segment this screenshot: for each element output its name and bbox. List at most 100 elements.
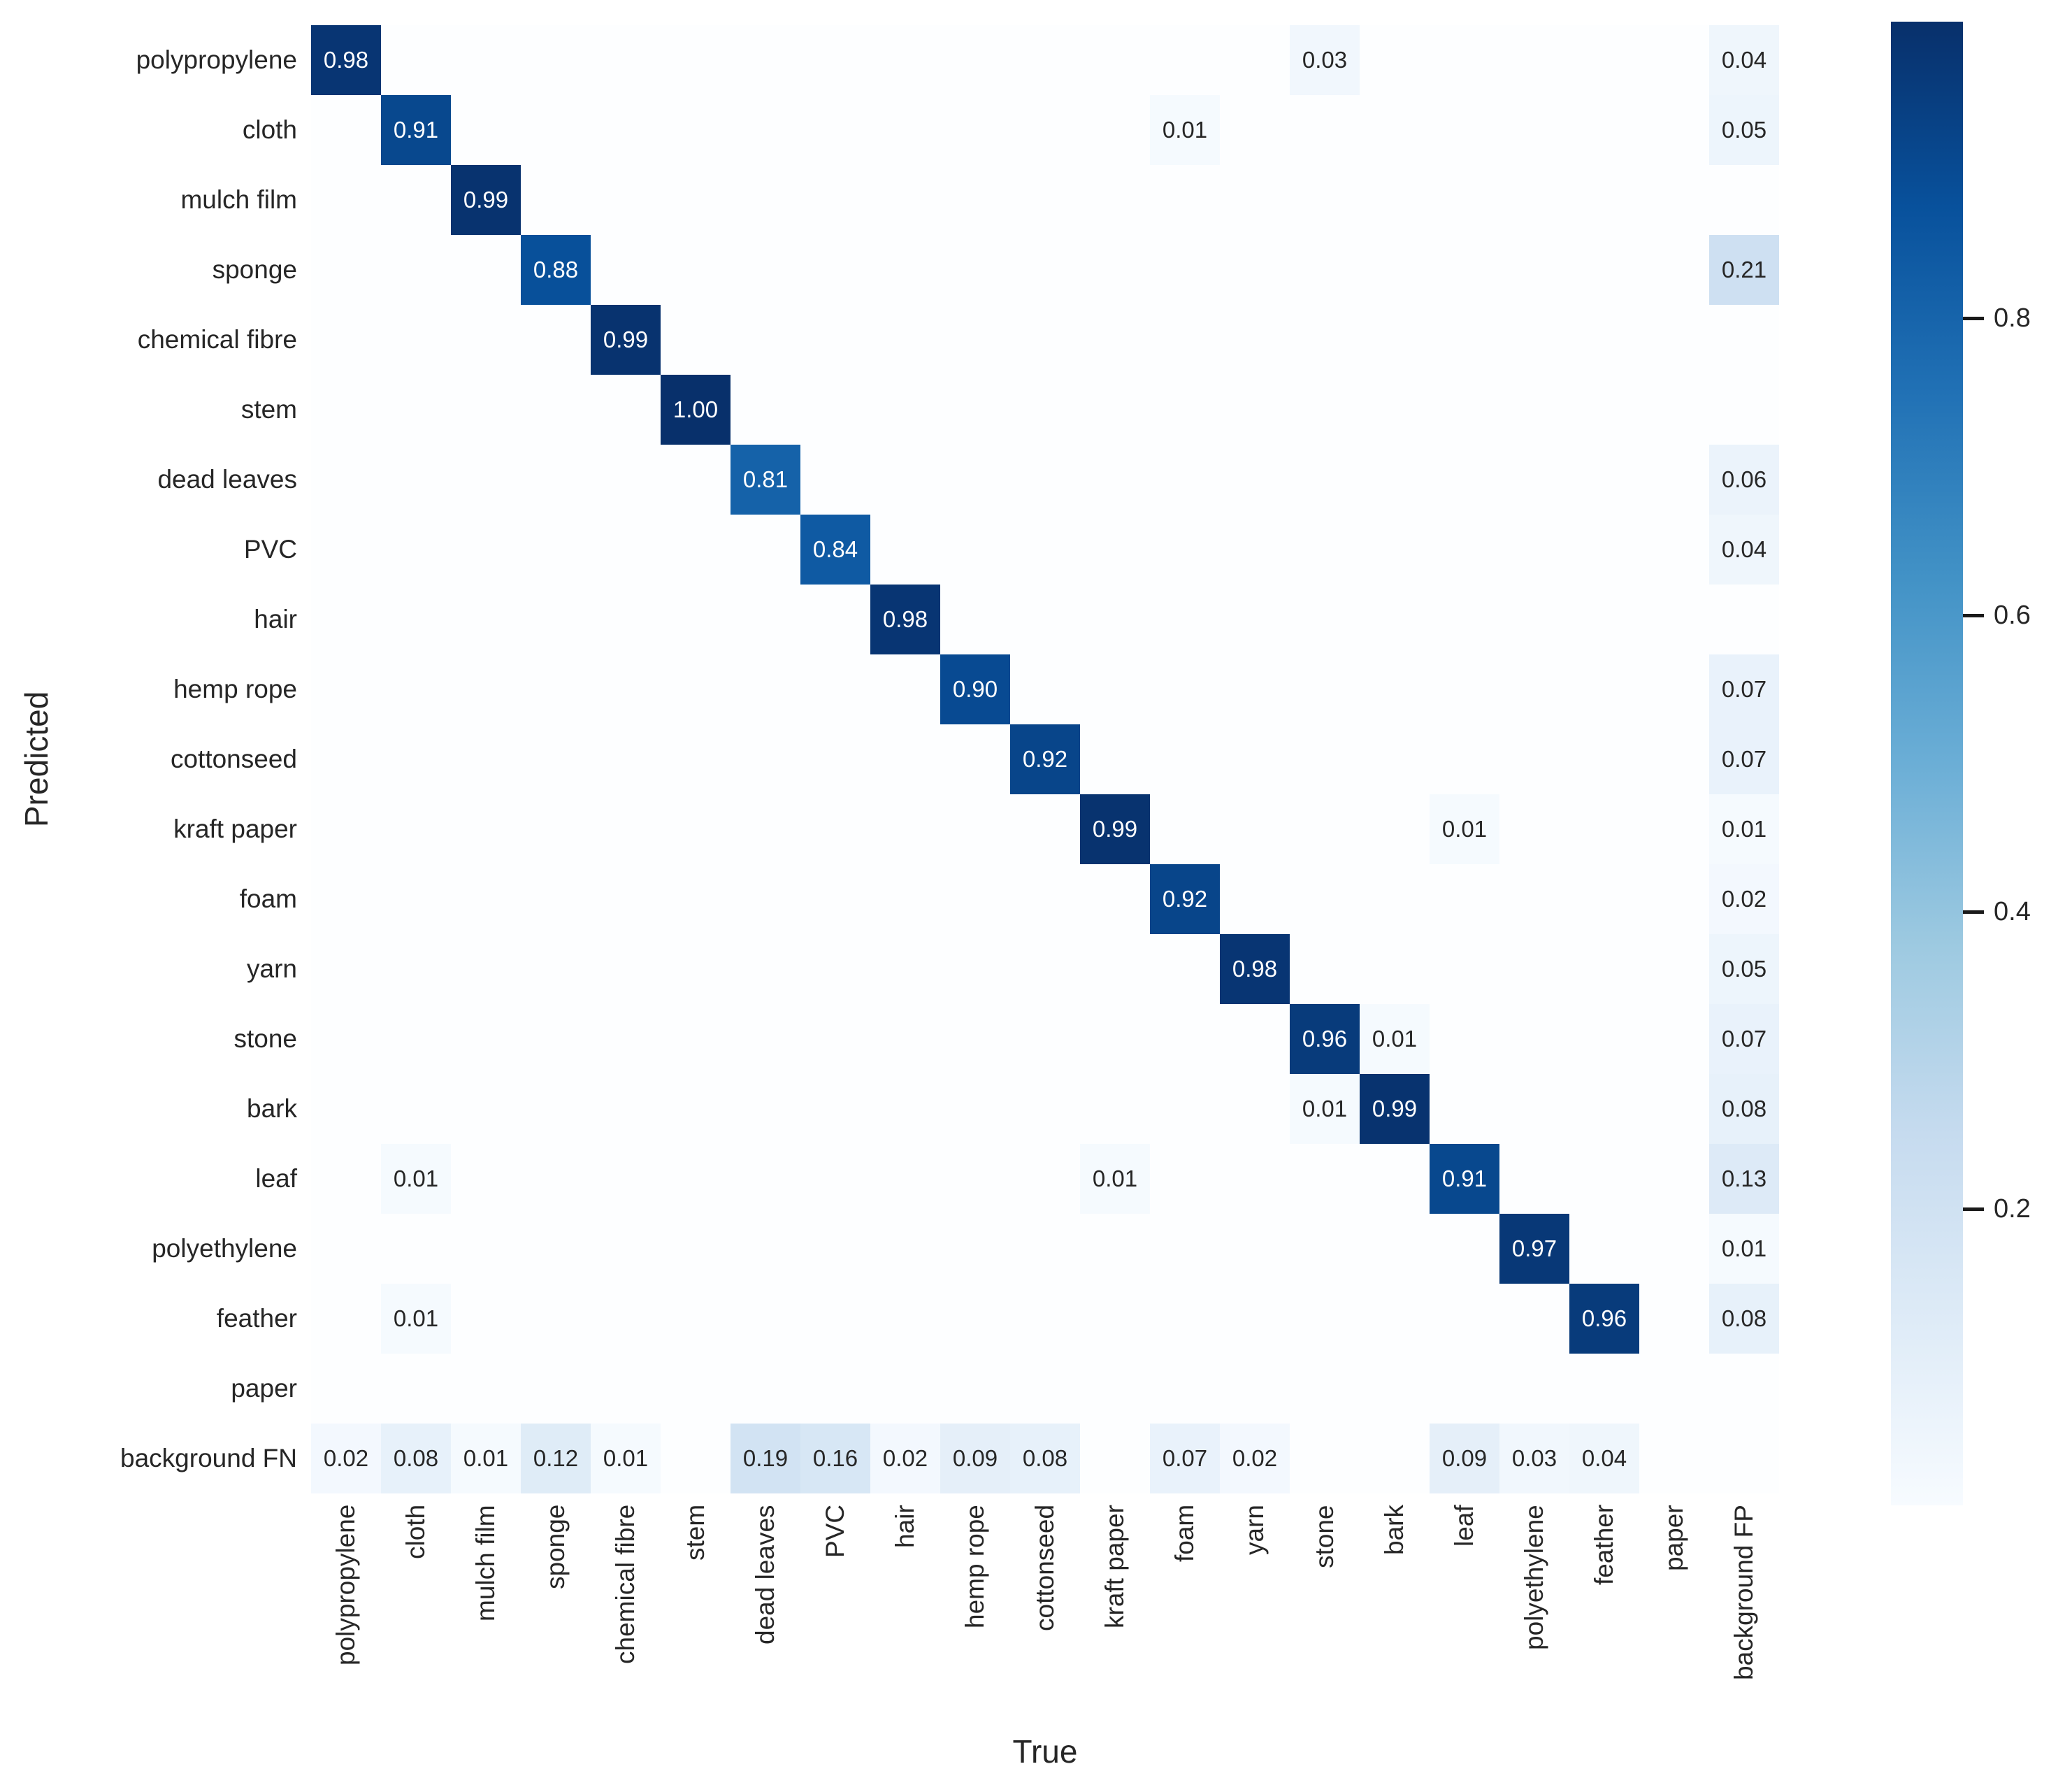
x-tick-label-bark: bark <box>1380 1505 1409 1555</box>
heatmap-cell: 0.98 <box>870 585 940 654</box>
heatmap-cell: 0.01 <box>1290 1074 1360 1144</box>
heatmap-cell: 1.00 <box>661 375 731 445</box>
heatmap-cell: 0.16 <box>800 1424 870 1493</box>
x-tick-label-PVC: PVC <box>821 1505 849 1558</box>
colorbar-tick-label: 0.2 <box>1994 1194 2031 1224</box>
y-tick-label-bark: bark <box>247 1094 297 1123</box>
x-tick-label-background-FP: background FP <box>1729 1505 1758 1680</box>
heatmap-cell: 0.02 <box>1220 1424 1290 1493</box>
heatmap-cell: 0.09 <box>940 1424 1010 1493</box>
y-tick-label-stone: stone <box>233 1024 297 1053</box>
confusion-matrix-heatmap: 0.98 0.03 0.04 0.91 0.01 0.05 0.99 0.88 0.21 0.99… <box>311 25 1779 1493</box>
x-tick-label-stone: stone <box>1310 1505 1339 1568</box>
colorbar-tick-mark <box>1963 910 1984 915</box>
heatmap-cell: 0.05 <box>1709 95 1779 165</box>
y-tick-label-leaf: leaf <box>255 1164 297 1193</box>
x-tick-label-cottonseed: cottonseed <box>1030 1505 1059 1632</box>
colorbar-tick-mark <box>1963 317 1984 321</box>
x-tick-label-yarn: yarn <box>1240 1505 1269 1555</box>
y-tick-label-background-FN: background FN <box>120 1444 297 1472</box>
y-tick-label-foam: foam <box>239 884 297 913</box>
y-tick-label-yarn: yarn <box>247 954 297 983</box>
heatmap-cell: 0.07 <box>1709 654 1779 724</box>
x-tick-label-polypropylene: polypropylene <box>331 1505 360 1666</box>
heatmap-cell: 0.98 <box>1220 934 1290 1004</box>
heatmap-cell: 0.12 <box>521 1424 591 1493</box>
heatmap-cell: 0.08 <box>381 1424 451 1493</box>
x-tick-label-hemp-rope: hemp rope <box>960 1505 989 1628</box>
x-axis-title: True <box>1012 1733 1078 1770</box>
y-tick-label-cottonseed: cottonseed <box>170 745 297 773</box>
colorbar-tick-label: 0.6 <box>1994 600 2031 630</box>
heatmap-cell: 0.08 <box>1709 1074 1779 1144</box>
heatmap-cell: 0.98 <box>311 25 381 95</box>
x-tick-label-feather: feather <box>1590 1505 1618 1586</box>
heatmap-cell: 0.01 <box>1709 794 1779 864</box>
y-tick-label-cloth: cloth <box>242 115 297 144</box>
y-tick-label-PVC: PVC <box>243 535 297 564</box>
x-tick-label-dead-leaves: dead leaves <box>751 1505 779 1644</box>
heatmap-cell: 0.84 <box>800 515 870 585</box>
x-tick-label-leaf: leaf <box>1450 1505 1478 1547</box>
heatmap-cell: 0.02 <box>311 1424 381 1493</box>
heatmap-cell: 0.01 <box>451 1424 521 1493</box>
heatmap-cell: 0.99 <box>1080 794 1150 864</box>
y-tick-label-hemp-rope: hemp rope <box>173 675 297 703</box>
heatmap-cell: 0.13 <box>1709 1144 1779 1214</box>
heatmap-cell: 0.96 <box>1569 1284 1639 1354</box>
colorbar <box>1891 22 1963 1505</box>
y-tick-label-feather: feather <box>216 1304 297 1333</box>
heatmap-cell: 0.92 <box>1150 864 1220 934</box>
heatmap-cell: 0.06 <box>1709 445 1779 515</box>
heatmap-cell: 0.97 <box>1499 1214 1569 1284</box>
heatmap-cell: 0.99 <box>451 165 521 235</box>
heatmap-cell: 0.91 <box>1430 1144 1499 1214</box>
heatmap-cell: 0.03 <box>1499 1424 1569 1493</box>
heatmap-cell: 0.04 <box>1569 1424 1639 1493</box>
heatmap-cell: 0.04 <box>1709 25 1779 95</box>
heatmap-cell: 0.90 <box>940 654 1010 724</box>
heatmap-cell: 0.81 <box>731 445 800 515</box>
heatmap-cell: 0.07 <box>1709 724 1779 794</box>
heatmap-cell: 0.19 <box>731 1424 800 1493</box>
heatmap-cell: 0.07 <box>1150 1424 1220 1493</box>
colorbar-tick-label: 0.4 <box>1994 897 2031 927</box>
heatmap-cell: 0.01 <box>1080 1144 1150 1214</box>
x-tick-label-sponge: sponge <box>541 1505 570 1590</box>
heatmap-cell: 0.91 <box>381 95 451 165</box>
heatmap-cell: 0.88 <box>521 235 591 305</box>
heatmap-cell: 0.01 <box>381 1284 451 1354</box>
x-tick-label-foam: foam <box>1170 1505 1199 1563</box>
heatmap-cell: 0.01 <box>591 1424 661 1493</box>
y-tick-label-hair: hair <box>254 605 297 633</box>
heatmap-cell: 0.08 <box>1709 1284 1779 1354</box>
heatmap-cell: 0.01 <box>1709 1214 1779 1284</box>
x-tick-label-hair: hair <box>891 1505 919 1548</box>
heatmap-cell: 0.04 <box>1709 515 1779 585</box>
y-tick-label-sponge: sponge <box>212 255 297 284</box>
x-tick-label-cloth: cloth <box>401 1505 430 1560</box>
x-tick-label-polyethylene: polyethylene <box>1520 1505 1548 1650</box>
x-tick-label-mulch-film: mulch film <box>471 1505 500 1621</box>
x-tick-label-stem: stem <box>681 1505 710 1561</box>
y-tick-label-chemical-fibre: chemical fibre <box>137 325 297 354</box>
x-tick-label-kraft-paper: kraft paper <box>1100 1505 1129 1628</box>
heatmap-cell: 0.01 <box>1430 794 1499 864</box>
heatmap-cell: 0.99 <box>591 305 661 375</box>
y-tick-label-kraft-paper: kraft paper <box>173 815 297 843</box>
y-tick-label-polypropylene: polypropylene <box>136 45 297 74</box>
heatmap-cell: 0.01 <box>1150 95 1220 165</box>
heatmap-cell: 0.02 <box>1709 864 1779 934</box>
heatmap-cell: 0.21 <box>1709 235 1779 305</box>
y-tick-label-dead-leaves: dead leaves <box>157 465 297 494</box>
y-tick-label-mulch-film: mulch film <box>180 185 297 214</box>
heatmap-cell: 0.09 <box>1430 1424 1499 1493</box>
heatmap-cell: 0.01 <box>381 1144 451 1214</box>
x-tick-label-chemical-fibre: chemical fibre <box>611 1505 640 1665</box>
heatmap-cell: 0.96 <box>1290 1004 1360 1074</box>
heatmap-cell: 0.01 <box>1360 1004 1430 1074</box>
heatmap-cell: 0.07 <box>1709 1004 1779 1074</box>
colorbar-tick-mark <box>1963 613 1984 617</box>
x-tick-label-paper: paper <box>1660 1505 1688 1571</box>
